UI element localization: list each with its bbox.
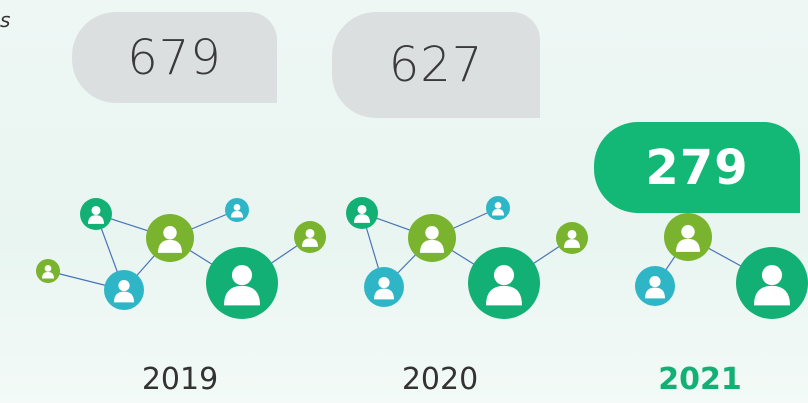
person-head	[232, 265, 252, 285]
person-head	[681, 225, 694, 238]
value-box-highlight: 279	[594, 122, 800, 213]
year-label: 2019	[80, 362, 280, 397]
person-head	[306, 229, 315, 238]
year-label: 2020	[340, 362, 540, 397]
person-head	[92, 206, 101, 215]
person-head	[378, 277, 389, 288]
value-box: 679	[72, 12, 277, 103]
person-head	[568, 230, 577, 239]
person-head	[45, 265, 52, 272]
person-head	[118, 280, 129, 291]
person-head	[494, 265, 514, 285]
person-head	[495, 202, 502, 209]
year-label-highlight: 2021	[600, 362, 800, 397]
person-head	[762, 265, 782, 285]
person-head	[234, 204, 241, 211]
person-head	[163, 226, 176, 239]
page: {"clipped_text": "s", "items": [ {"value…	[0, 0, 808, 403]
person-head	[649, 276, 660, 287]
person-head	[425, 226, 438, 239]
value-box: 627	[332, 12, 540, 118]
person-head	[358, 205, 367, 214]
